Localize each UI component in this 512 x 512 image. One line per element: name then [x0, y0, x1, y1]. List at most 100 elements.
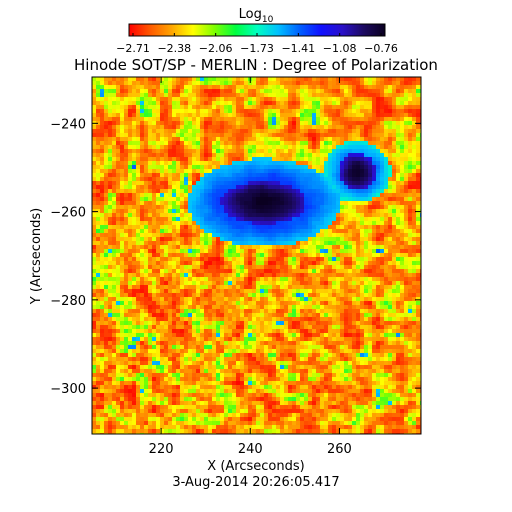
heatmap-cell	[252, 153, 256, 157]
heatmap-cell	[272, 233, 276, 237]
heatmap-cell	[400, 213, 404, 217]
heatmap-cell	[96, 125, 100, 129]
heatmap-cell	[176, 297, 180, 301]
heatmap-cell	[344, 193, 348, 197]
heatmap-cell	[100, 309, 104, 313]
heatmap-cell	[400, 125, 404, 129]
heatmap-cell	[176, 213, 180, 217]
heatmap-cell	[244, 313, 248, 317]
heatmap-cell	[144, 197, 148, 201]
heatmap-cell	[396, 153, 400, 157]
heatmap-cell	[376, 269, 380, 273]
heatmap-cell	[92, 217, 96, 221]
heatmap-cell	[348, 85, 352, 89]
heatmap-cell	[216, 153, 220, 157]
heatmap-cell	[160, 313, 164, 317]
heatmap-cell	[380, 165, 384, 169]
heatmap-cell	[396, 89, 400, 93]
heatmap-cell	[256, 97, 260, 101]
heatmap-cell	[256, 177, 260, 181]
heatmap-cell	[308, 221, 312, 225]
heatmap-cell	[404, 249, 408, 253]
heatmap-cell	[164, 305, 168, 309]
heatmap-cell	[328, 201, 332, 205]
heatmap-cell	[332, 189, 336, 193]
heatmap-cell	[316, 261, 320, 265]
heatmap-cell	[304, 129, 308, 133]
heatmap-cell	[384, 293, 388, 297]
heatmap-cell	[324, 289, 328, 293]
heatmap-cell	[112, 253, 116, 257]
heatmap-cell	[144, 141, 148, 145]
heatmap-cell	[364, 241, 368, 245]
heatmap-cell	[396, 193, 400, 197]
heatmap-cell	[184, 301, 188, 305]
heatmap-cell	[364, 133, 368, 137]
heatmap-cell	[172, 125, 176, 129]
heatmap-cell	[120, 245, 124, 249]
heatmap-cell	[196, 285, 200, 289]
heatmap-cell	[240, 245, 244, 249]
heatmap-cell	[176, 269, 180, 273]
heatmap-cell	[228, 105, 232, 109]
heatmap-cell	[224, 129, 228, 133]
heatmap-cell	[352, 225, 356, 229]
heatmap-cell	[148, 149, 152, 153]
heatmap-cell	[176, 261, 180, 265]
heatmap-cell	[332, 221, 336, 225]
heatmap-cell	[348, 305, 352, 309]
heatmap-cell	[196, 213, 200, 217]
heatmap-cell	[364, 245, 368, 249]
heatmap-cell	[192, 253, 196, 257]
heatmap-cell	[196, 277, 200, 281]
heatmap-cell	[212, 217, 216, 221]
heatmap-cell	[356, 201, 360, 205]
heatmap-cell	[264, 93, 268, 97]
heatmap-cell	[300, 205, 304, 209]
heatmap-cell	[332, 273, 336, 277]
heatmap-cell	[204, 173, 208, 177]
heatmap-cell	[208, 141, 212, 145]
heatmap-cell	[140, 289, 144, 293]
heatmap-cell	[284, 101, 288, 105]
heatmap-cell	[208, 173, 212, 177]
heatmap-cell	[344, 149, 348, 153]
heatmap-cell	[276, 261, 280, 265]
heatmap-cell	[316, 309, 320, 313]
heatmap-cell	[384, 265, 388, 269]
heatmap-cell	[296, 165, 300, 169]
heatmap-cell	[380, 85, 384, 89]
heatmap-cell	[384, 85, 388, 89]
heatmap-cell	[232, 257, 236, 261]
heatmap-cell	[352, 153, 356, 157]
heatmap-cell	[92, 221, 96, 225]
heatmap-cell	[368, 101, 372, 105]
heatmap-cell	[136, 273, 140, 277]
heatmap-cell	[128, 197, 132, 201]
heatmap-cell	[188, 249, 192, 253]
heatmap-cell	[268, 293, 272, 297]
heatmap-cell	[220, 273, 224, 277]
heatmap-cell	[196, 293, 200, 297]
heatmap-cell	[388, 237, 392, 241]
heatmap-cell	[336, 177, 340, 181]
heatmap-cell	[356, 273, 360, 277]
heatmap-cell	[128, 85, 132, 89]
heatmap-cell	[100, 273, 104, 277]
heatmap-cell	[192, 305, 196, 309]
heatmap-cell	[392, 165, 396, 169]
heatmap-cell	[392, 117, 396, 121]
heatmap-cell	[316, 293, 320, 297]
heatmap-cell	[268, 233, 272, 237]
heatmap-cell	[112, 289, 116, 293]
heatmap-cell	[244, 197, 248, 201]
heatmap-cell	[252, 265, 256, 269]
heatmap-cell	[168, 77, 172, 81]
heatmap-cell	[348, 149, 352, 153]
heatmap-cell	[272, 245, 276, 249]
heatmap-cell	[240, 261, 244, 265]
heatmap-cell	[276, 277, 280, 281]
heatmap-cell	[108, 97, 112, 101]
heatmap-cell	[196, 145, 200, 149]
heatmap-cell	[184, 201, 188, 205]
